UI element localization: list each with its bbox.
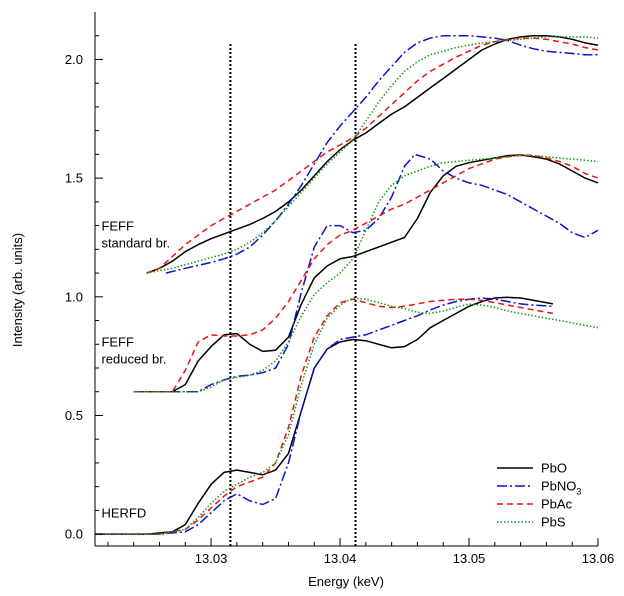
curve-group-label: reduced br. — [101, 352, 166, 367]
series-line-pbno3 — [95, 297, 553, 535]
legend-label-pbs: PbS — [541, 515, 566, 530]
curve-group-label: standard br. — [101, 235, 170, 250]
annotation-layer: FEFF standard br. FEFF reduced br. HERFD — [101, 218, 170, 520]
axes-layer: 13.03 13.04 13.05 13.06 0.0 0.5 1.0 1.5 2.0 — [65, 12, 614, 566]
series-line-pbno3 — [133, 153, 599, 393]
x-tick-label: 13.04 — [324, 551, 357, 566]
plot-area — [229, 44, 357, 546]
x-tick-label: 13.03 — [195, 551, 228, 566]
y-tick-label: 0.5 — [65, 408, 83, 423]
legend-label-pbno3: PbNO3 — [541, 479, 581, 497]
curve-group-label: HERFD — [101, 506, 146, 521]
series-line-pbac — [133, 154, 599, 393]
legend-label-pbac: PbAc — [541, 497, 573, 512]
series-line-pbs — [133, 154, 599, 393]
y-tick-label: 1.0 — [65, 289, 83, 304]
series-line-pbac — [146, 37, 599, 274]
y-axis-title: Intensity (arb. units) — [10, 233, 25, 347]
series-line-pbs — [95, 297, 599, 535]
series-line-pbs — [146, 36, 599, 274]
series-line-pbac — [95, 298, 554, 535]
series-line-pbno3 — [165, 34, 598, 274]
y-tick-label: 2.0 — [65, 52, 83, 67]
x-tick-label: 13.05 — [453, 551, 486, 566]
series-line-pbo — [146, 34, 599, 274]
y-tick-label: 0.0 — [65, 527, 83, 542]
x-axis-title: Energy (keV) — [308, 574, 384, 589]
curve-group-label: FEFF — [101, 218, 134, 233]
x-tick-label: 13.06 — [582, 551, 615, 566]
curve-group-label: FEFF — [101, 335, 134, 350]
y-tick-label: 1.5 — [65, 171, 83, 186]
series-layer — [95, 34, 599, 535]
legend-label-pbo: PbO — [541, 461, 567, 476]
legend-subscript: 3 — [576, 487, 581, 497]
series-line-pbo — [133, 154, 599, 393]
series-line-pbo — [95, 296, 554, 535]
